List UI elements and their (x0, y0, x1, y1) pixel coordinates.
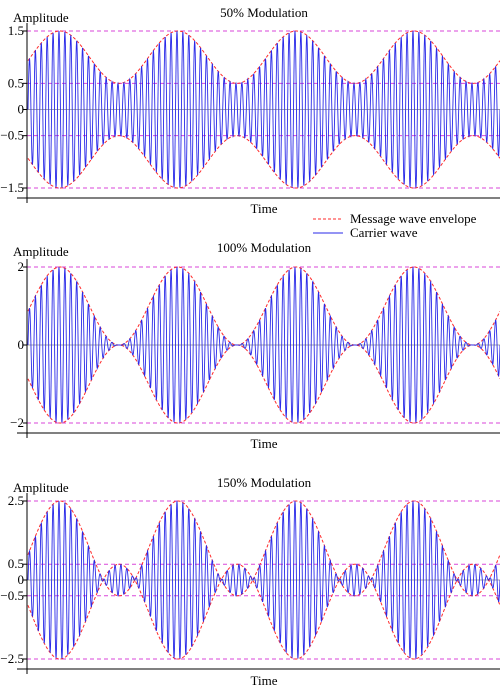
panel-3-xlabel: Time (251, 673, 278, 688)
panel-1-axes (17, 23, 500, 203)
panel-1-ylabel: Amplitude (13, 10, 69, 25)
y-tick-label-3: −0.5 (0, 128, 24, 143)
panel-1-carrier (27, 31, 500, 188)
envelope-lower (27, 135, 500, 189)
carrier-wave (27, 501, 500, 659)
y-tick-label-2: 0 (18, 572, 25, 587)
carrier-wave (27, 267, 500, 423)
panel-50-modulation: 50% Modulation Amplitude Time 1.5 0.5 0 −0.… (0, 5, 500, 216)
y-tick-label-1: 0.5 (8, 556, 24, 571)
y-tick-label-4: −1.5 (0, 180, 24, 195)
y-tick-label-0: 2 (18, 259, 25, 274)
panel-3-envelope (27, 500, 500, 660)
panel-3-y-ticks: 2.5 0.50−0.5 −2.5 (0, 493, 27, 666)
panel-150-modulation: 150% Modulation Amplitude Time 2.5 0.50−0… (0, 475, 500, 688)
y-tick-label-4: −2.5 (0, 651, 24, 666)
panel-3-title: 150% Modulation (217, 475, 312, 490)
panel-1-xlabel: Time (251, 201, 278, 216)
y-tick-label-1: 0.5 (8, 75, 24, 90)
y-tick-label-2: 0 (18, 102, 25, 117)
panel-100-modulation: 100% Modulation Amplitude Time 2 0 −2 (10, 240, 500, 451)
panel-2-axes (17, 259, 500, 438)
y-tick-label-0: 1.5 (8, 23, 24, 38)
panel-3-guide-lines (27, 500, 500, 660)
legend: Message wave envelope Carrier wave (313, 211, 477, 240)
envelope-upper (27, 500, 500, 597)
y-tick-label-2: −2 (10, 415, 24, 430)
y-tick-label-3: −0.5 (0, 588, 24, 603)
panel-2-ylabel: Amplitude (13, 244, 69, 259)
carrier-wave (27, 31, 500, 188)
panel-2-title: 100% Modulation (217, 240, 312, 255)
y-tick-label-1: 0 (18, 337, 25, 352)
panel-3-axes (17, 493, 500, 674)
legend-carrier-label: Carrier wave (350, 225, 418, 240)
panel-2-y-ticks: 2 0 −2 (10, 259, 27, 430)
y-tick-label-0: 2.5 (8, 493, 24, 508)
panel-2-guide-lines (27, 266, 500, 424)
panel-3-ylabel: Amplitude (13, 480, 69, 495)
panel-2-carrier (27, 267, 500, 423)
legend-envelope-label: Message wave envelope (350, 211, 477, 226)
panel-1-y-ticks: 1.5 0.5 0 −0.5 −1.5 (0, 23, 27, 195)
panel-3-carrier (27, 501, 500, 659)
envelope-lower (27, 344, 500, 424)
panel-2-xlabel: Time (251, 436, 278, 451)
panel-1-title: 50% Modulation (220, 5, 308, 20)
envelope-upper (27, 30, 500, 84)
envelope-lower (27, 563, 500, 660)
